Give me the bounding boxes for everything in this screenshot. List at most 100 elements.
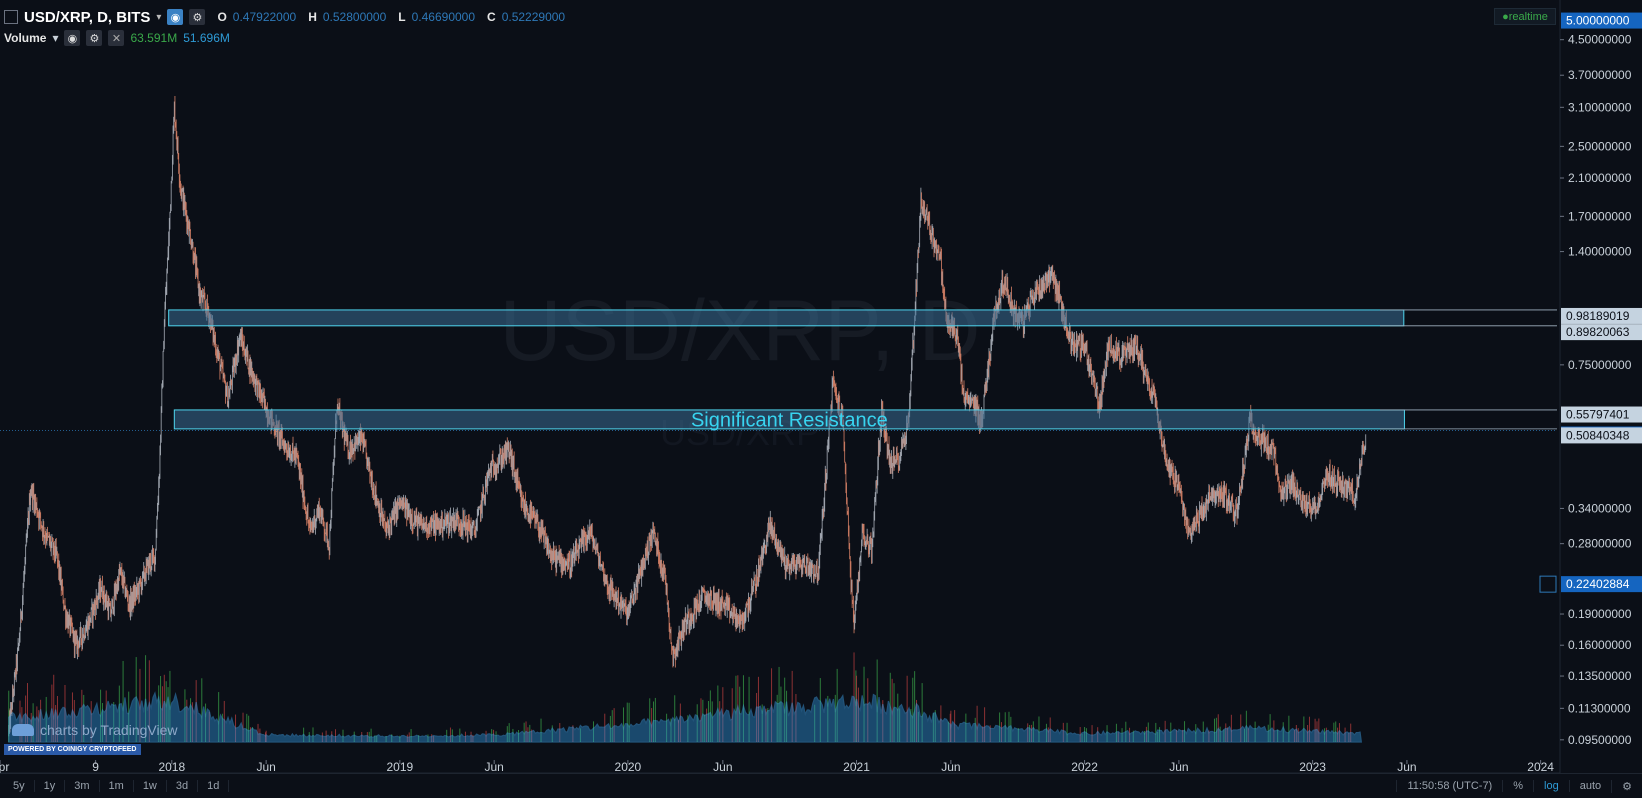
x-tick-label: 2022 [1071, 760, 1098, 774]
volume-group [8, 652, 1363, 743]
range-button-1y[interactable]: 1y [35, 780, 66, 792]
price-label-text: 0.22402884 [1566, 577, 1630, 591]
x-tick-label: 9 [92, 760, 99, 774]
y-tick-label: 0.11300000 [1568, 701, 1631, 715]
price-label-bg [1561, 576, 1642, 593]
y-tick-label: 0.75000000 [1568, 358, 1632, 372]
open-value: 0.47922000 [232, 10, 297, 24]
x-tick-label: Jun [1169, 760, 1188, 774]
high-label: H [308, 10, 317, 24]
y-tick-label: 0.16000000 [1568, 638, 1632, 652]
range-buttons: 5y 1y 3m 1m 1w 3d 1d [4, 774, 230, 798]
price-label-bg [1561, 324, 1642, 341]
y-tick-label: 1.70000000 [1568, 209, 1632, 223]
y-tick-label: 0.19000000 [1568, 607, 1632, 621]
price-label-text: 0.55797401 [1566, 408, 1630, 422]
eye-icon[interactable]: ◉ [167, 9, 184, 25]
y-tick-label: 2.50000000 [1568, 139, 1632, 153]
price-label: 5.00000000 [1561, 12, 1642, 29]
chart-header: USD/XRP, D, BITS ▾ ◉ ⚙ O 0.47922000 H 0.… [4, 8, 565, 26]
volume-header: Volume ▾ ◉ ⚙ ✕ 63.591M 51.696M [4, 30, 230, 46]
x-tick-label: Apr [0, 760, 9, 774]
x-tick-label: 2019 [386, 760, 413, 774]
close-value: 0.52229000 [501, 10, 566, 24]
price-label: 0.89820063 [1561, 324, 1642, 341]
close-icon[interactable]: ✕ [108, 30, 125, 46]
y-tick-label: 0.13500000 [1568, 669, 1632, 683]
price-label-text: 0.50840348 [1566, 428, 1630, 442]
price-label-text: 0.98189019 [1566, 309, 1630, 323]
collapse-icon[interactable] [4, 10, 18, 24]
high-value: 0.52800000 [322, 10, 387, 24]
price-label-bg [1561, 12, 1642, 29]
gear-icon[interactable]: ⚙ [86, 30, 103, 46]
volume-area [8, 691, 1363, 743]
realtime-badge: ● realtime [1494, 8, 1556, 25]
price-label: 0.50840348 [1561, 427, 1642, 444]
resistance-zone [173, 409, 1405, 430]
watermark-title: USD/XRP, D [499, 283, 980, 379]
open-label: O [217, 10, 227, 24]
resistance-zone [168, 309, 1405, 327]
x-tick-label: Jun [713, 760, 732, 774]
eye-icon[interactable]: ◉ [64, 30, 81, 46]
bottom-toolbar: 5y 1y 3m 1m 1w 3d 1d 11:50:58 (UTC-7) % log au… [0, 773, 1642, 798]
y-tick-label: 3.70000000 [1568, 68, 1632, 82]
x-tick-label: 2023 [1299, 760, 1326, 774]
price-axis-bg [1560, 0, 1642, 773]
scroll-arrow-icon [1539, 575, 1557, 593]
price-label-bg [1561, 406, 1642, 423]
bottom-right-controls: 11:50:58 (UTC-7) % log auto ⚙ [1396, 774, 1642, 798]
volume-value-1: 63.591M [130, 31, 178, 45]
range-button-1w[interactable]: 1w [134, 780, 167, 792]
y-tick-label: 0.09500000 [1568, 733, 1632, 747]
x-tick-label: Jun [256, 760, 275, 774]
volume-title[interactable]: Volume [4, 31, 47, 45]
range-button-1d[interactable]: 1d [198, 780, 230, 792]
gear-icon[interactable]: ⚙ [1611, 779, 1642, 793]
x-tick-label: 2021 [843, 760, 870, 774]
price-label: 0.22402884 [1561, 576, 1642, 593]
y-tick-label: 2.10000000 [1568, 171, 1632, 185]
zone-label: Significant Resistance [691, 409, 888, 431]
realtime-label: realtime [1508, 10, 1548, 23]
price-label-bg [1561, 427, 1642, 444]
tradingview-label: charts by TradingView [40, 722, 178, 738]
chevron-down-icon[interactable]: ▾ [52, 31, 59, 45]
range-button-1m[interactable]: 1m [100, 780, 134, 792]
close-label: C [487, 10, 496, 24]
low-label: L [398, 10, 406, 24]
y-tick-label: 0.28000000 [1568, 537, 1632, 551]
percent-toggle[interactable]: % [1502, 780, 1533, 792]
chevron-down-icon[interactable]: ▾ [156, 11, 162, 23]
range-button-3m[interactable]: 3m [65, 780, 100, 792]
y-tick-label: 4.50000000 [1568, 33, 1632, 47]
y-tick-label: 3.10000000 [1568, 100, 1632, 114]
range-button-3d[interactable]: 3d [167, 780, 199, 792]
auto-toggle[interactable]: auto [1568, 780, 1611, 792]
gear-icon[interactable]: ⚙ [189, 9, 206, 25]
price-label-text: 5.00000000 [1566, 14, 1630, 28]
x-tick-label: 2018 [158, 760, 185, 774]
x-tick-label: 2024 [1527, 760, 1554, 774]
price-label-bg [1561, 307, 1642, 324]
price-label: 0.55797401 [1561, 406, 1642, 423]
price-label-text: 0.89820063 [1566, 325, 1630, 339]
volume-value-2: 51.696M [183, 31, 230, 45]
x-tick-label: Jun [1397, 760, 1416, 774]
powered-by-badge: POWERED BY COINIGY CRYPTOFEED [4, 744, 141, 755]
symbol-title[interactable]: USD/XRP, D, BITS [24, 8, 151, 26]
log-toggle[interactable]: log [1533, 780, 1569, 792]
clock-time: 11:50:58 (UTC-7) [1396, 780, 1502, 792]
cloud-icon [12, 724, 34, 736]
x-tick-label: 2020 [615, 760, 642, 774]
tradingview-watermark: charts by TradingView [12, 722, 177, 738]
low-value: 0.46690000 [411, 10, 476, 24]
y-tick-label: 1.40000000 [1568, 245, 1632, 259]
x-tick-label: Jun [941, 760, 960, 774]
x-tick-label: Jun [484, 760, 503, 774]
range-button-5y[interactable]: 5y [4, 780, 35, 792]
y-tick-label: 0.34000000 [1568, 501, 1632, 515]
